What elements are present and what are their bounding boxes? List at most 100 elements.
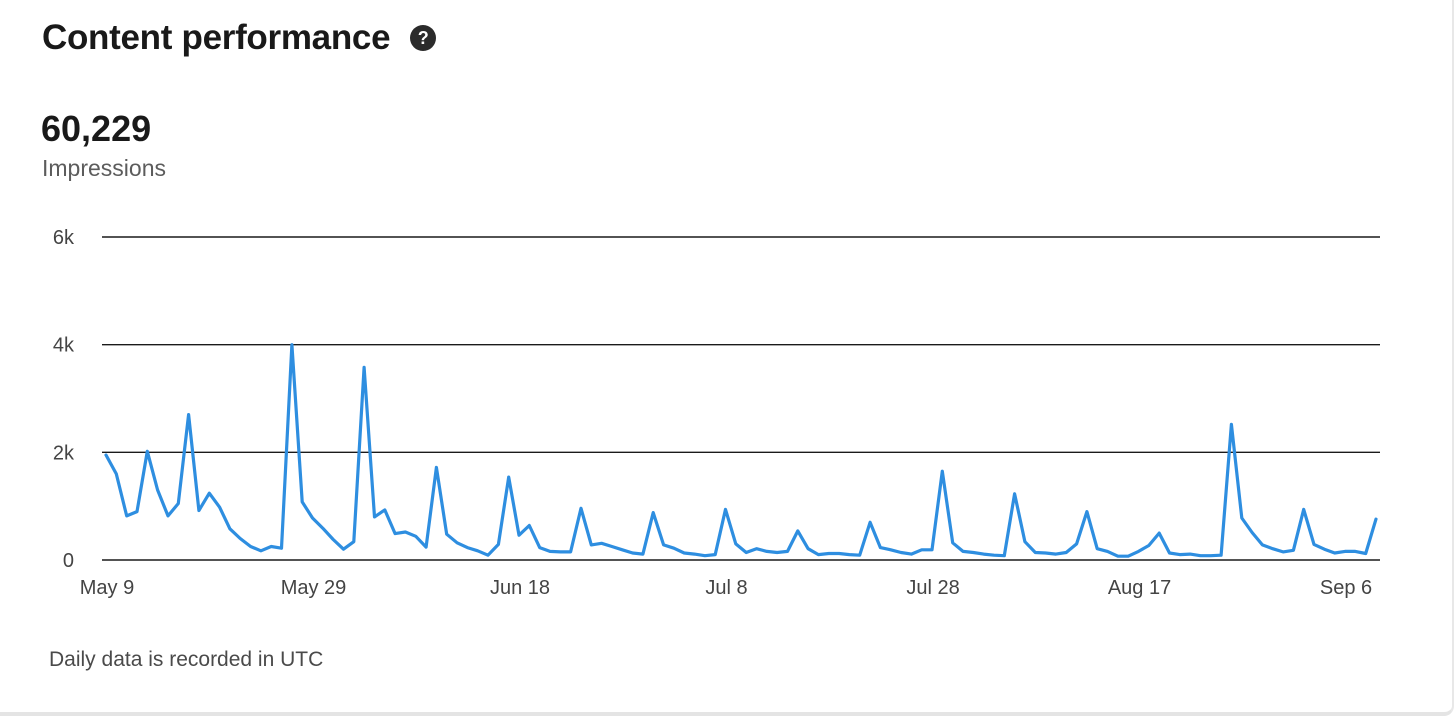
data-point[interactable] [164,512,172,520]
data-point[interactable] [339,545,347,553]
data-point[interactable] [505,473,513,481]
data-point[interactable] [722,505,730,513]
data-point[interactable] [567,548,575,556]
data-point[interactable] [918,546,926,554]
data-point[interactable] [1155,529,1163,537]
data-point[interactable] [1011,490,1019,498]
data-point[interactable] [422,543,430,551]
data-point[interactable] [1042,549,1050,557]
data-point[interactable] [887,546,895,554]
data-point[interactable] [845,551,853,559]
data-point[interactable] [742,548,750,556]
data-point[interactable] [298,498,306,506]
data-point[interactable] [1279,548,1287,556]
data-point[interactable] [1021,538,1029,546]
data-point[interactable] [598,539,606,547]
data-point[interactable] [154,486,162,494]
data-point[interactable] [1114,552,1122,560]
data-point[interactable] [577,504,585,512]
data-point[interactable] [1372,515,1380,523]
data-point[interactable] [1351,547,1359,555]
data-point[interactable] [360,363,368,371]
data-point[interactable] [1217,551,1225,559]
data-point[interactable] [1052,550,1060,558]
data-point[interactable] [370,513,378,521]
data-point[interactable] [1093,545,1101,553]
data-point[interactable] [804,545,812,553]
data-point[interactable] [133,508,141,516]
data-point[interactable] [267,543,275,551]
data-point[interactable] [1000,552,1008,560]
data-point[interactable] [432,463,440,471]
data-point[interactable] [1104,547,1112,555]
data-point[interactable] [649,509,657,517]
data-point[interactable] [670,544,678,552]
data-point[interactable] [814,551,822,559]
data-point[interactable] [112,470,120,478]
data-point[interactable] [288,341,296,349]
data-point[interactable] [949,539,957,547]
data-point[interactable] [185,411,193,419]
data-point[interactable] [587,541,595,549]
data-point[interactable] [1258,541,1266,549]
data-point[interactable] [494,540,502,548]
data-point[interactable] [701,552,709,560]
data-point[interactable] [1073,540,1081,548]
data-point[interactable] [907,550,915,558]
data-point[interactable] [732,540,740,548]
data-point[interactable] [525,522,533,530]
data-point[interactable] [443,530,451,538]
data-point[interactable] [1135,547,1143,555]
data-point[interactable] [608,543,616,551]
data-point[interactable] [835,550,843,558]
data-point[interactable] [1196,552,1204,560]
data-point[interactable] [329,536,337,544]
data-point[interactable] [195,506,203,514]
data-point[interactable] [1124,552,1132,560]
data-point[interactable] [959,547,967,555]
data-point[interactable] [412,532,420,540]
data-point[interactable] [928,546,936,554]
data-point[interactable] [474,547,482,555]
data-point[interactable] [1248,529,1256,537]
data-point[interactable] [1165,549,1173,557]
data-point[interactable] [556,548,564,556]
data-point[interactable] [123,512,131,520]
data-point[interactable] [711,551,719,559]
data-point[interactable] [1289,546,1297,554]
data-point[interactable] [990,551,998,559]
data-point[interactable] [247,543,255,551]
data-point[interactable] [391,530,399,538]
data-point[interactable] [794,527,802,535]
data-point[interactable] [1341,547,1349,555]
data-point[interactable] [1300,505,1308,513]
data-point[interactable] [1031,548,1039,556]
data-point[interactable] [350,538,358,546]
data-point[interactable] [216,503,224,511]
data-point[interactable] [969,548,977,556]
data-point[interactable] [102,451,110,459]
data-point[interactable] [773,548,781,556]
data-point[interactable] [484,551,492,559]
data-point[interactable] [1362,550,1370,558]
data-point[interactable] [401,528,409,536]
data-point[interactable] [143,447,151,455]
data-point[interactable] [1238,514,1246,522]
data-point[interactable] [546,547,554,555]
data-point[interactable] [205,489,213,497]
data-point[interactable] [1227,420,1235,428]
data-point[interactable] [453,539,461,547]
data-point[interactable] [278,544,286,552]
data-point[interactable] [236,534,244,542]
data-point[interactable] [691,550,699,558]
data-point[interactable] [257,547,265,555]
data-point[interactable] [536,544,544,552]
data-point[interactable] [1186,550,1194,558]
data-point[interactable] [1310,540,1318,548]
data-point[interactable] [1269,545,1277,553]
data-point[interactable] [783,547,791,555]
data-point[interactable] [866,518,874,526]
question-circle-icon[interactable]: ? [410,25,437,51]
data-point[interactable] [980,550,988,558]
data-point[interactable] [1062,548,1070,556]
